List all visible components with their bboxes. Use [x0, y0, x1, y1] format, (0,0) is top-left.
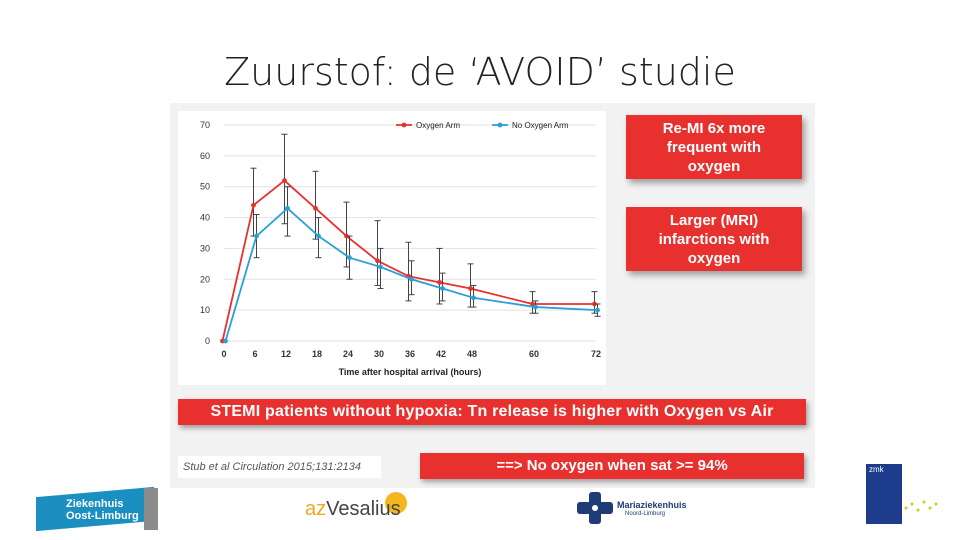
remi-callout-line: Re-MI 6x more — [662, 119, 766, 137]
data-point — [471, 295, 476, 301]
y-tick-label: 30 — [200, 243, 210, 253]
x-tick-label: 0 — [221, 349, 226, 359]
zmk-logo: zmk — [866, 464, 942, 528]
y-tick-label: 70 — [200, 120, 210, 130]
cross-icon — [577, 492, 613, 524]
vesalius-sun-icon — [385, 492, 407, 514]
data-point — [251, 202, 256, 208]
y-tick-label: 0 — [205, 336, 210, 346]
x-tick-label: 12 — [281, 349, 291, 359]
zol-logo-line: Ziekenhuis — [66, 498, 124, 510]
data-point — [437, 279, 442, 285]
remi-callout-line: frequent with — [666, 138, 762, 156]
data-point — [468, 286, 473, 291]
y-tick-label: 10 — [200, 305, 210, 315]
x-tick-label: 48 — [467, 349, 477, 359]
zmk-logo-box: zmk — [866, 464, 902, 524]
data-point — [409, 276, 414, 282]
infarction-callout: Larger (MRI) infarctions with oxygen — [626, 207, 802, 271]
data-point — [378, 264, 383, 270]
citation: Stub et al Circulation 2015;131:2134 — [178, 456, 381, 478]
y-tick-label: 50 — [200, 182, 210, 192]
x-tick-label: 42 — [436, 349, 446, 359]
vesalius-logo: azVesalius — [305, 492, 415, 524]
data-point — [530, 301, 535, 307]
data-point — [316, 233, 321, 239]
data-point — [313, 205, 318, 211]
slide-title: Zuurstof: de ‘AVOID’ studie — [224, 50, 736, 94]
zol-logo-line: Oost-Limburg — [66, 510, 139, 522]
zmk-dots-icon — [904, 500, 938, 512]
x-axis-label: Time after hospital arrival (hours) — [339, 367, 482, 377]
remi-callout: Re-MI 6x more frequent with oxygen — [626, 115, 802, 179]
data-point — [282, 178, 287, 183]
y-tick-label: 20 — [200, 274, 210, 284]
infarction-callout-line: oxygen — [687, 249, 741, 267]
vesalius-name: Vesalius — [326, 498, 401, 520]
x-tick-label: 6 — [252, 349, 257, 359]
legend-swatch-marker — [401, 122, 407, 128]
zol-logo: Ziekenhuis Oost-Limburg — [36, 486, 158, 532]
x-tick-label: 36 — [405, 349, 415, 359]
data-point — [595, 307, 600, 313]
data-point — [223, 338, 228, 344]
infarction-callout-line: Larger (MRI) — [669, 211, 759, 229]
vesalius-logo-text: azVesalius — [305, 498, 401, 521]
data-point — [285, 205, 290, 211]
y-tick-label: 60 — [200, 151, 210, 161]
y-tick-label: 40 — [200, 213, 210, 223]
line-chart: 0 10 20 30 40 50 60 70 0 6 12 18 24 30 36 42 48 60 72 Time … — [200, 120, 601, 377]
x-tick-label: 18 — [312, 349, 322, 359]
study-figure: 0 10 20 30 40 50 60 70 0 6 12 18 24 30 36 42 48 60 72 Time … — [170, 103, 815, 488]
legend-label: No Oxygen Arm — [512, 121, 569, 130]
chart-panel: 0 10 20 30 40 50 60 70 0 6 12 18 24 30 36 42 48 60 72 Time … — [178, 111, 606, 385]
x-tick-label: 24 — [343, 349, 353, 359]
x-tick-label: 30 — [374, 349, 384, 359]
legend-swatch-marker — [497, 122, 503, 128]
legend-label: Oxygen Arm — [416, 121, 460, 130]
x-tick-label: 72 — [591, 349, 601, 359]
maria-logo-sub: Noord-Limburg — [625, 511, 666, 517]
zol-logo-accent — [144, 488, 158, 530]
data-point — [440, 286, 445, 291]
data-point — [347, 255, 352, 261]
mariaziekenhuis-logo: Mariaziekenhuis Noord-Limburg — [575, 490, 695, 526]
zmk-logo-label: zmk — [869, 465, 884, 474]
data-point — [375, 258, 380, 264]
data-point — [254, 233, 259, 239]
conclusion-banner: ==> No oxygen when sat >= 94% — [420, 453, 804, 479]
maria-logo-name: Mariaziekenhuis — [617, 500, 687, 510]
vesalius-prefix: az — [305, 498, 327, 520]
finding-banner: STEMI patients without hypoxia: Tn relea… — [178, 399, 806, 425]
zol-logo-text: Ziekenhuis Oost-Limburg — [66, 498, 139, 522]
remi-callout-line: oxygen — [687, 157, 741, 175]
x-tick-label: 60 — [529, 349, 539, 359]
data-point — [533, 304, 538, 310]
infarction-callout-line: infarctions with — [658, 230, 770, 248]
